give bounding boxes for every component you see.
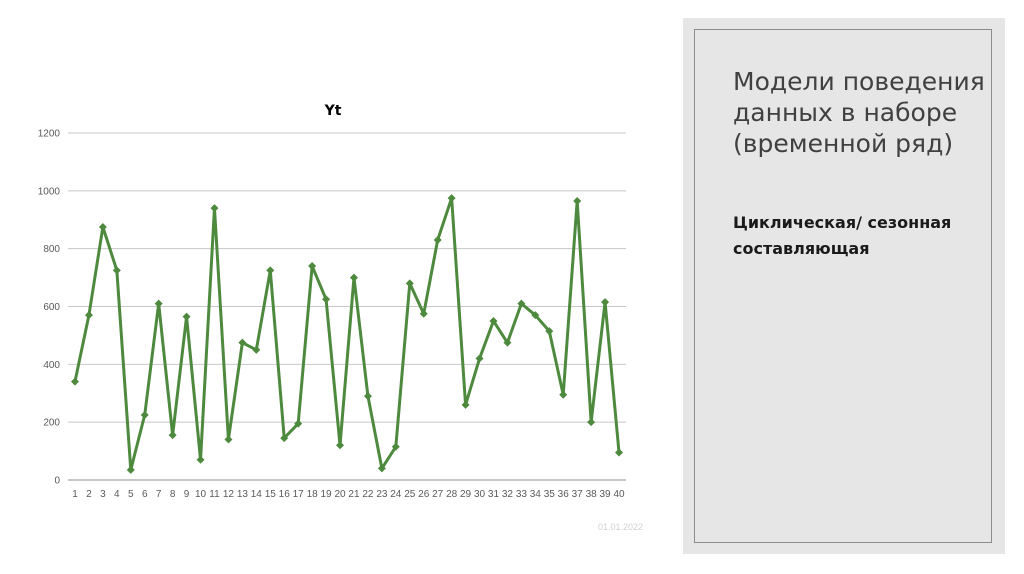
data-point	[280, 434, 289, 443]
x-tick-label: 15	[265, 489, 277, 500]
x-tick-label: 13	[237, 489, 249, 500]
x-tick-label: 4	[114, 489, 120, 500]
data-point	[615, 448, 624, 457]
slide-title: Модели поведения данных в наборе (времен…	[733, 67, 985, 158]
data-point	[559, 390, 568, 399]
gridlines	[68, 132, 626, 481]
data-point	[168, 431, 177, 440]
data-point	[252, 345, 261, 354]
data-point	[405, 279, 414, 288]
y-tick-label: 1000	[38, 186, 61, 197]
x-tick-label: 36	[558, 489, 570, 500]
x-tick-label: 11	[209, 489, 220, 500]
x-tick-label: 29	[460, 489, 472, 500]
date-stamp: 01.01.2022	[598, 522, 644, 532]
data-point	[182, 312, 191, 321]
x-tick-label: 40	[613, 489, 625, 500]
x-tick-label: 5	[128, 489, 134, 500]
data-point	[349, 273, 358, 282]
x-tick-label: 16	[279, 489, 291, 500]
data-point	[308, 262, 317, 271]
data-point	[126, 465, 135, 474]
x-tick-label: 27	[432, 489, 444, 500]
x-tick-label: 33	[516, 489, 528, 500]
data-point	[419, 309, 428, 318]
x-tick-label: 22	[362, 489, 374, 500]
data-point	[112, 266, 121, 275]
x-tick-label: 26	[418, 489, 430, 500]
x-tick-label: 34	[530, 489, 542, 500]
x-tick-label: 35	[544, 489, 556, 500]
data-point	[461, 400, 470, 409]
data-point	[391, 442, 400, 451]
series-line	[73, 196, 621, 472]
x-tick-label: 7	[156, 489, 162, 500]
data-point	[433, 235, 442, 244]
x-tick-label: 6	[142, 489, 148, 500]
y-tick-label: 600	[43, 302, 60, 313]
data-point	[84, 311, 93, 320]
data-point	[336, 441, 345, 450]
x-tick-label: 38	[586, 489, 598, 500]
x-tick-label: 9	[184, 489, 190, 500]
data-point	[363, 392, 372, 401]
data-point	[531, 311, 540, 320]
x-tick-label: 39	[600, 489, 612, 500]
x-tick-label: 12	[223, 489, 235, 500]
x-tick-label: 28	[446, 489, 458, 500]
x-tick-label: 3	[100, 489, 106, 500]
data-point	[210, 204, 219, 213]
x-tick-label: 37	[572, 489, 584, 500]
y-tick-label: 0	[54, 476, 60, 487]
data-point	[601, 298, 610, 307]
x-tick-label: 25	[404, 489, 416, 500]
x-tick-label: 2	[86, 489, 92, 500]
data-point	[517, 299, 526, 308]
x-tick-label: 24	[390, 489, 402, 500]
data-point	[322, 295, 331, 304]
data-point	[503, 338, 512, 347]
chart-title: Yt	[324, 103, 342, 119]
data-point	[140, 410, 149, 419]
x-tick-label: 21	[348, 489, 360, 500]
y-tick-label: 400	[43, 360, 60, 371]
x-tick-label: 8	[170, 489, 176, 500]
y-tick-label: 200	[43, 418, 60, 429]
y-tick-label: 1200	[38, 129, 61, 140]
x-tick-label: 19	[321, 489, 333, 500]
title-panel-frame: Модели поведения данных в наборе (времен…	[694, 29, 992, 543]
y-tick-label: 800	[43, 244, 60, 255]
data-point	[573, 196, 582, 205]
x-tick-label: 23	[376, 489, 388, 500]
data-point	[196, 455, 205, 464]
slide-subtitle: Циклическая/ сезонная составляющая	[733, 213, 952, 258]
data-point	[587, 418, 596, 427]
data-point	[447, 194, 456, 203]
x-tick-label: 10	[195, 489, 207, 500]
x-tick-label: 31	[488, 489, 500, 500]
x-axis-ticks: 1 2 3 4 5 6 7 8 9 10 11 12 13 14 15 16 17 18 19 20 21 22 23 24 2…	[72, 489, 625, 500]
x-tick-label: 20	[334, 489, 346, 500]
series-yt	[70, 194, 624, 474]
x-tick-label: 1	[72, 489, 78, 500]
data-point	[98, 222, 107, 231]
data-point	[545, 327, 554, 336]
data-point	[154, 299, 163, 308]
x-tick-label: 30	[474, 489, 486, 500]
data-point	[475, 354, 484, 363]
data-point	[294, 419, 303, 428]
x-tick-label: 32	[502, 489, 514, 500]
data-point	[238, 338, 247, 347]
data-point	[224, 435, 233, 444]
x-tick-label: 17	[293, 489, 305, 500]
data-point	[377, 464, 386, 473]
x-tick-label: 18	[307, 489, 319, 500]
y-axis-ticks: 0 200 400 600 800 1000 1200	[38, 129, 61, 487]
data-point	[489, 316, 498, 325]
data-point	[70, 377, 79, 386]
data-point	[266, 266, 275, 275]
title-panel: Модели поведения данных в наборе (времен…	[683, 18, 1005, 554]
x-tick-label: 14	[251, 489, 263, 500]
